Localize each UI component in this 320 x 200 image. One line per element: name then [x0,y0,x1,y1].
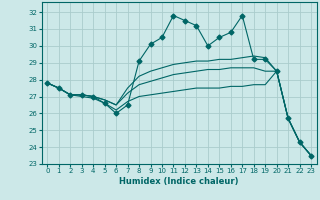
X-axis label: Humidex (Indice chaleur): Humidex (Indice chaleur) [119,177,239,186]
